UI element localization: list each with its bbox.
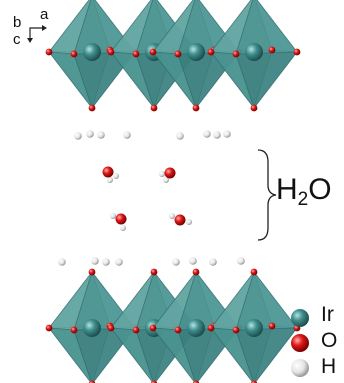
top-iro6-layer (45, 0, 301, 112)
oxygen-atom (150, 268, 158, 276)
h2o-subscript: 2 (297, 189, 309, 210)
octahedron-face (235, 51, 298, 109)
octahedron-face (73, 51, 136, 109)
hydrogen-atom (123, 131, 131, 139)
hydrogen-atom (203, 130, 211, 138)
oxygen-atom (88, 104, 96, 112)
legend-o-label: O (321, 329, 338, 352)
legend-ir-sphere (291, 309, 309, 327)
oxygen-atom (174, 50, 182, 58)
oxygen-atom (250, 268, 258, 276)
oxygen-atom (88, 268, 96, 276)
axis-indicator (27, 25, 47, 43)
iridium-atom (83, 43, 101, 61)
oxygen-atom (232, 326, 240, 334)
iro6-octahedron (207, 268, 301, 383)
hydrogen-atom (159, 171, 165, 177)
hydrogen-atom (189, 257, 197, 265)
hydrogen-atom (172, 258, 180, 266)
water-molecule (159, 167, 176, 183)
h2o-base: H (276, 173, 298, 206)
oxygen-atom (45, 324, 53, 332)
oxygen-atom (70, 50, 78, 58)
h2o-suffix: O (308, 173, 332, 206)
oxygen-atom (232, 50, 240, 58)
axis-c-arrowhead (27, 38, 33, 43)
hydrogen-atom (102, 258, 110, 266)
legend-ir-label: Ir (321, 303, 334, 326)
legend-h-sphere (291, 359, 309, 377)
oxygen-atom (174, 214, 186, 226)
oxygen-atom (293, 48, 301, 56)
octahedron-face (73, 327, 136, 383)
oxygen-atom (149, 48, 157, 56)
oxygen-atom (207, 324, 215, 332)
hydrogen-atom (110, 213, 116, 219)
hydrogen-atom (86, 130, 94, 138)
axis-a-arrowhead (42, 25, 47, 31)
water-molecule (169, 213, 192, 226)
iro6-octahedron (207, 0, 301, 112)
hydrogen-atom (186, 219, 192, 225)
oxygen-atom (107, 48, 115, 56)
hydrogen-atom (107, 177, 113, 183)
hydrogen-atom (113, 173, 119, 179)
oxygen-atom (192, 104, 200, 112)
legend-o-sphere (291, 334, 309, 352)
oxygen-atom (250, 104, 258, 112)
oxygen-atom (164, 167, 176, 179)
oxygen-atom (45, 48, 53, 56)
oxygen-atom (268, 322, 276, 330)
oxygen-atom (192, 268, 200, 276)
axis-b-label: b (13, 14, 22, 31)
iridium-atom (245, 319, 263, 337)
hydrogen-atom (115, 258, 123, 266)
hydrogen-atom (223, 130, 231, 138)
water-molecule (110, 213, 127, 231)
iridium-atom (187, 319, 205, 337)
axis-b-arrow (29, 27, 42, 40)
oxygen-atom (250, 380, 258, 383)
axis-a-label: a (40, 6, 49, 23)
iridium-atom (245, 43, 263, 61)
iridium-atom (83, 319, 101, 337)
hydrogen-atom (97, 131, 105, 139)
hydrogen-atom (91, 257, 99, 265)
oxygen-atom (115, 213, 127, 225)
oxygen-atom (150, 380, 158, 383)
octahedron-face (235, 271, 298, 331)
oxygen-atom (268, 46, 276, 54)
oxygen-atom (192, 380, 200, 383)
legend-h-label: H (321, 355, 337, 378)
oxygen-atom (132, 326, 140, 334)
hydrogen-atom (58, 258, 66, 266)
hydrogen-atom (74, 132, 82, 140)
hydrogen-atom (169, 213, 175, 219)
hydrogen-atom (120, 225, 126, 231)
oxygen-atom (107, 324, 115, 332)
water-molecule (102, 166, 119, 183)
hydrogen-atom (237, 257, 245, 265)
hydrogen-atom (213, 131, 221, 139)
hydrogen-atom (209, 258, 217, 266)
hydrogen-atom (163, 177, 169, 183)
axis-c-label: c (13, 31, 21, 48)
octahedron-face (235, 327, 298, 383)
oxygen-atom (207, 48, 215, 56)
hydrogen-atom (176, 132, 184, 140)
interlayer-brace (257, 149, 277, 241)
oxygen-atom (174, 326, 182, 334)
bottom-iro6-layer (45, 268, 301, 383)
oxygen-atom (102, 166, 114, 178)
oxygen-atom (149, 324, 157, 332)
interlayer-region (58, 130, 245, 266)
iridium-atom (187, 43, 205, 61)
oxygen-atom (70, 326, 78, 334)
oxygen-atom (132, 50, 140, 58)
oxygen-atom (150, 104, 158, 112)
oxygen-atom (88, 380, 96, 383)
interlayer-water-label: H2O (276, 173, 332, 210)
